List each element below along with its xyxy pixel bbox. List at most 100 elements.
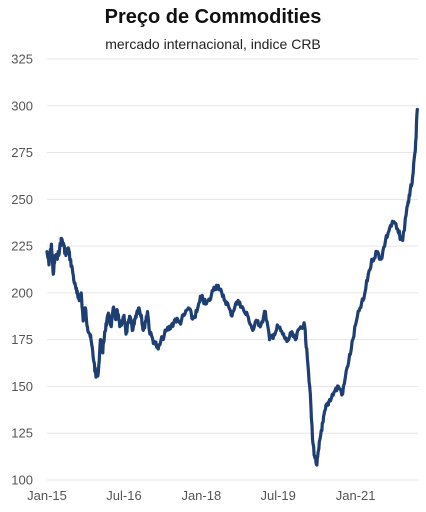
data-point (375, 250, 379, 254)
gridlines (47, 58, 418, 481)
data-point (324, 407, 327, 411)
data-point (169, 325, 173, 328)
data-point (68, 257, 72, 261)
y-tick-label: 100 (11, 473, 33, 488)
data-point (216, 284, 220, 287)
data-point (259, 323, 263, 327)
data-point (305, 347, 309, 351)
y-axis-ticks: 100 125 150 175 200 225 250 275 300 325 (11, 52, 33, 488)
data-point (71, 269, 74, 272)
data-point (60, 237, 64, 241)
data-point (66, 246, 70, 250)
data-point (81, 319, 85, 323)
data-point (105, 319, 109, 323)
data-point (311, 437, 314, 441)
data-point (141, 328, 145, 332)
y-tick-label: 125 (11, 426, 33, 441)
data-point (208, 298, 212, 302)
x-tick-label: Jan-21 (336, 488, 376, 503)
data-point (45, 250, 49, 254)
data-point (411, 175, 415, 179)
data-point (229, 313, 233, 317)
data-point (64, 254, 68, 257)
data-point (204, 302, 208, 306)
data-point (75, 291, 79, 295)
data-point (408, 194, 412, 197)
y-tick-label: 175 (11, 332, 33, 347)
y-tick-label: 300 (11, 98, 33, 113)
data-point (321, 420, 325, 424)
data-point (133, 317, 137, 321)
data-point (146, 310, 149, 313)
x-tick-label: Jul-19 (260, 488, 295, 503)
data-point (384, 239, 387, 242)
data-point (319, 429, 323, 433)
data-point (397, 231, 400, 235)
data-point (161, 336, 164, 340)
data-point (109, 325, 113, 328)
data-point (98, 338, 102, 342)
data-point (152, 340, 156, 343)
data-point (289, 332, 293, 336)
data-point (225, 300, 229, 304)
data-point (332, 390, 336, 394)
data-point (308, 385, 312, 388)
x-tick-label: Jul-16 (106, 488, 141, 503)
data-point (115, 310, 119, 313)
data-point (137, 306, 141, 310)
data-point (90, 343, 94, 347)
data-point (315, 463, 319, 467)
data-point (234, 302, 237, 306)
y-tick-label: 150 (11, 379, 33, 394)
data-point (415, 108, 419, 111)
data-point (294, 338, 297, 342)
chart-title: Preço de Commodities (104, 6, 322, 28)
data-point (53, 254, 57, 257)
data-point (302, 321, 306, 325)
x-axis-ticks: Jan-15 Jul-16 Jan-18 Jul-19 Jan-21 (27, 488, 375, 503)
data-point (111, 306, 115, 310)
data-point (195, 310, 199, 313)
data-point (251, 328, 255, 332)
data-point (135, 310, 139, 313)
data-point (276, 325, 280, 328)
data-point (103, 330, 107, 334)
data-point (199, 295, 203, 299)
series-layer (45, 107, 419, 467)
data-point (156, 347, 160, 351)
data-point (120, 321, 124, 325)
data-point (337, 385, 340, 388)
data-point (379, 257, 383, 261)
data-point (401, 239, 405, 242)
data-point (268, 338, 271, 342)
data-point (221, 295, 224, 299)
data-point (413, 149, 417, 153)
data-point (366, 272, 370, 276)
series-line (45, 107, 419, 467)
data-point (285, 340, 289, 343)
data-point (58, 246, 62, 250)
data-point (388, 226, 392, 229)
data-point (139, 313, 143, 317)
data-point (101, 351, 105, 355)
data-point (51, 272, 55, 276)
data-point (328, 398, 332, 401)
data-point (55, 257, 59, 261)
data-point (96, 370, 100, 373)
data-point (212, 285, 216, 289)
data-point (186, 306, 190, 310)
data-point (345, 366, 349, 370)
data-point (174, 317, 177, 321)
x-tick-label: Jan-18 (181, 488, 221, 503)
y-tick-label: 225 (11, 239, 33, 254)
data-point (281, 332, 284, 336)
data-point (92, 360, 96, 364)
data-point (349, 347, 353, 351)
data-point (148, 332, 152, 336)
data-point (362, 297, 366, 300)
data-point (79, 291, 83, 295)
data-point (47, 263, 51, 267)
data-point (242, 310, 246, 313)
y-tick-label: 250 (11, 192, 33, 207)
data-point (272, 332, 276, 336)
